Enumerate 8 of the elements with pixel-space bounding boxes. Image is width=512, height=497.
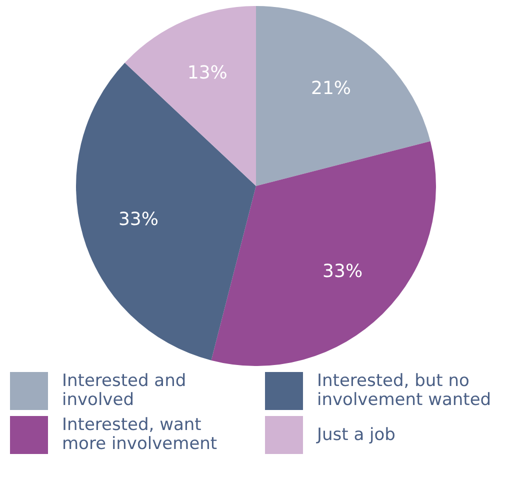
legend-label: Interested, want more involvement xyxy=(62,415,218,454)
data-label: 13% xyxy=(187,62,228,84)
data-label: 21% xyxy=(311,78,352,99)
legend-label: Just a job xyxy=(317,424,396,444)
data-label: 33% xyxy=(118,208,158,230)
data-label: 33% xyxy=(322,261,363,282)
legend-label: Interested, but no involvement wanted xyxy=(317,371,492,410)
legend-label: Interested and involved xyxy=(62,371,188,410)
